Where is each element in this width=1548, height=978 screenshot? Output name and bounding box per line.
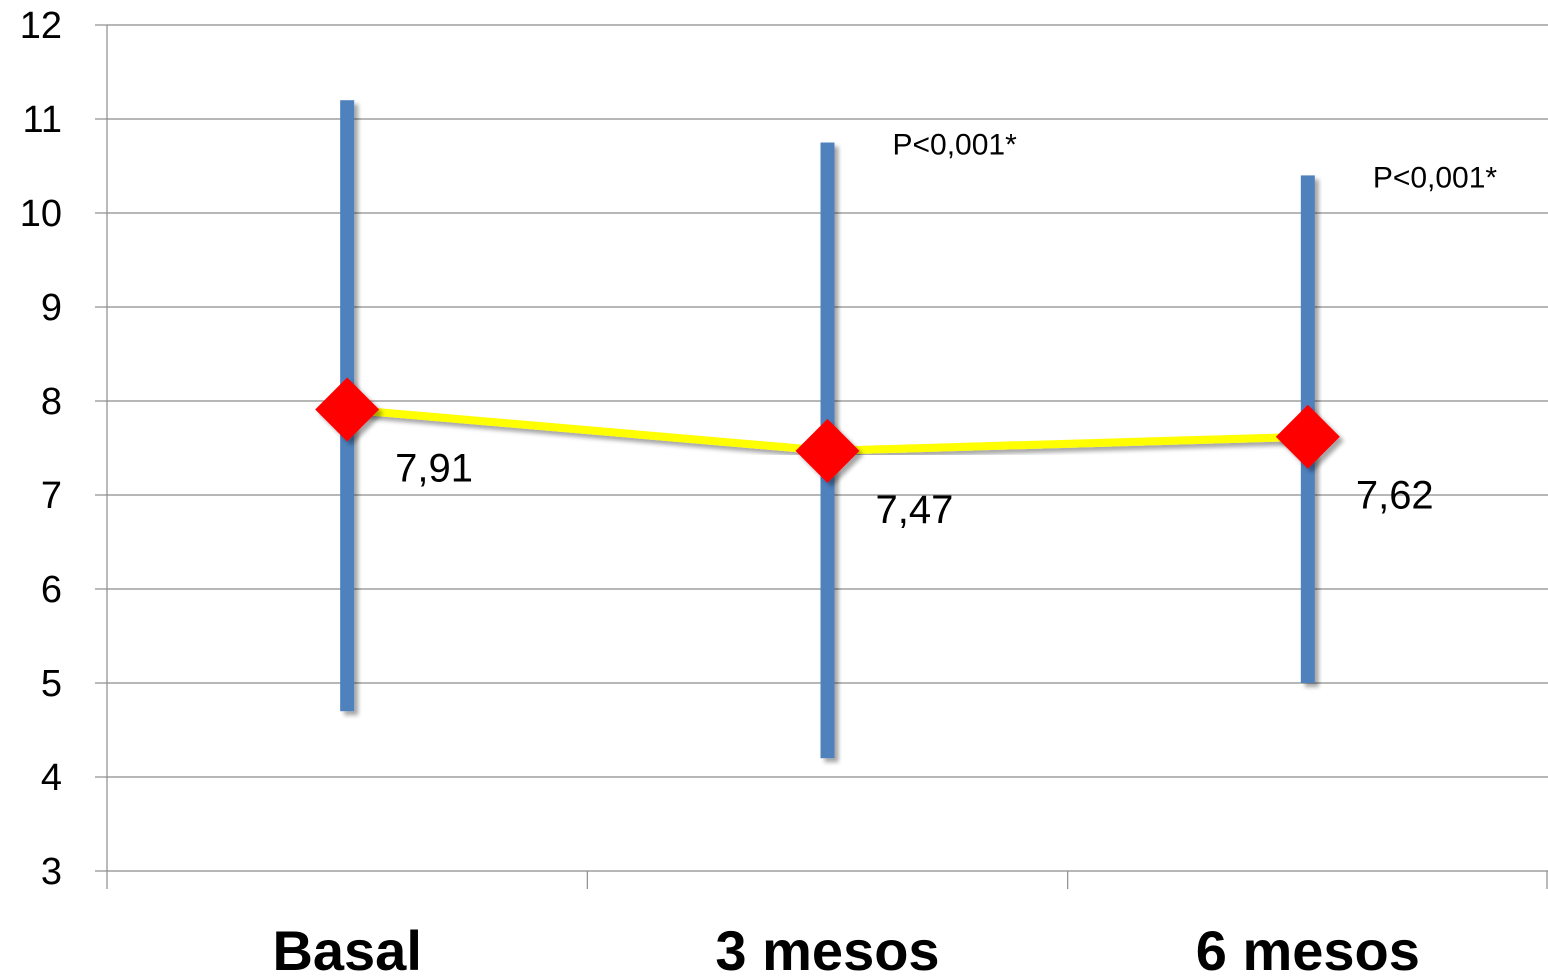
x-category-label: 3 mesos (715, 919, 939, 978)
series-markers (315, 377, 1340, 483)
y-tick-label: 3 (41, 851, 62, 893)
y-tick-label: 11 (23, 99, 62, 141)
data-value-label: 7,47 (876, 488, 954, 532)
y-tick-label: 7 (41, 475, 62, 517)
p-value-annotation: P<0,001* (893, 129, 1018, 162)
chart-labels: 3 4 5 6 7 8 9 10 11 12 Basal 3 mesos 6 mesos 7,91 7,47… (20, 5, 1498, 978)
axes (95, 24, 1548, 889)
data-value-label: 7,91 (395, 446, 473, 490)
y-tick-label: 9 (41, 287, 62, 329)
y-tick-label: 12 (20, 5, 62, 47)
data-value-label: 7,62 (1356, 474, 1434, 518)
data-point-marker (315, 377, 380, 442)
p-value-annotation: P<0,001* (1373, 161, 1498, 194)
y-tick-label: 5 (41, 663, 62, 705)
y-tick-label: 6 (41, 569, 62, 611)
data-point-marker (795, 418, 860, 483)
x-category-label: 6 mesos (1196, 919, 1420, 978)
data-point-marker (1275, 404, 1340, 469)
y-tick-label: 4 (41, 757, 62, 799)
y-tick-label: 8 (41, 381, 62, 423)
y-tick-label: 10 (20, 193, 62, 235)
x-category-label: Basal (272, 919, 421, 978)
